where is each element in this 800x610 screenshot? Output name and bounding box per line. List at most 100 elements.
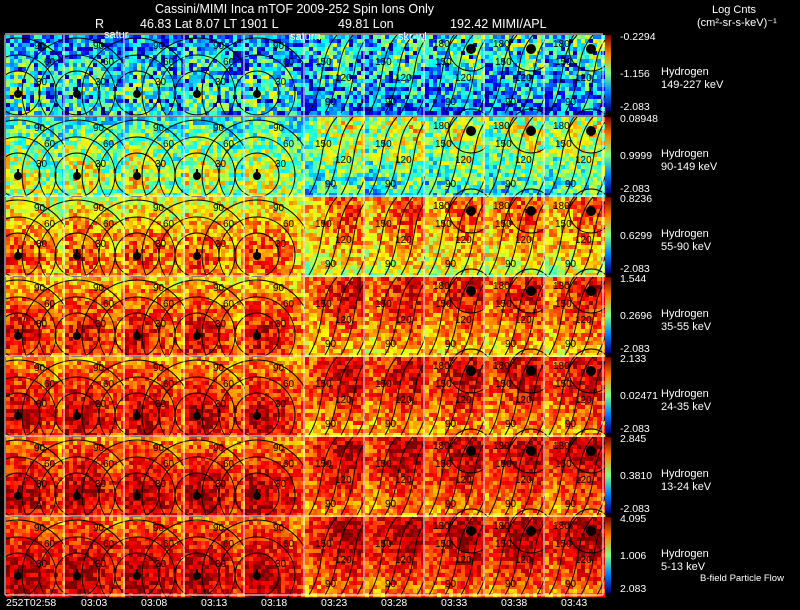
contour-label: 120 [515, 235, 532, 246]
units-label: Log Cnts [712, 4, 756, 17]
contour-label: 150 [435, 459, 452, 470]
contour-label: 90 [565, 499, 577, 510]
r-label: R [95, 18, 104, 31]
contour-label: 90 [505, 579, 517, 590]
contour-label: 30 [275, 239, 287, 250]
plot-title: Cassini/MIMI Inca mTOF 2009-252 Spin Ion… [155, 3, 434, 16]
colorbar-mid: 0.6299 [620, 230, 652, 243]
contour-label: 90 [273, 203, 285, 214]
contour-label: 60 [283, 379, 295, 390]
colorbar-max: 2.845 [620, 433, 646, 446]
contour-label: 90 [213, 123, 225, 134]
contour-label: 90 [505, 259, 517, 270]
contour-label: 90 [93, 523, 105, 534]
contour-label: 60 [103, 459, 115, 470]
energy-range: 35-55 keV [661, 321, 711, 334]
contour-label: 30 [215, 399, 227, 410]
contour-label: 60 [44, 57, 56, 68]
contour-label: 60 [103, 219, 115, 230]
contour-label: 30 [95, 159, 107, 170]
contour-label: 90 [505, 339, 517, 350]
contour-label: 90 [153, 203, 165, 214]
contour-label: 90 [325, 579, 337, 590]
contour-label: 120 [335, 315, 352, 326]
contour-label: 90 [273, 523, 285, 534]
contour-label: 180 [553, 201, 570, 212]
contour-label: 120 [575, 315, 592, 326]
contour-label: 60 [103, 139, 115, 150]
contour-label: 90 [505, 179, 517, 190]
energy-range: 24-35 keV [661, 401, 711, 414]
contour-label: 90 [34, 41, 46, 52]
contour-label: 90 [385, 179, 397, 190]
colorbar-mid: 1.006 [620, 550, 646, 563]
contour-label: 150 [555, 219, 572, 230]
contour-label: 30 [155, 479, 167, 490]
contour-label: 30 [36, 479, 48, 490]
contour-label: 90 [505, 419, 517, 430]
contour-label: 120 [335, 555, 352, 566]
contour-label: 30 [155, 159, 167, 170]
contour-label: 60 [44, 299, 56, 310]
time-tick-label: 03:13 [201, 597, 227, 610]
contour-label: 150 [555, 539, 572, 550]
contour-label: 60 [44, 379, 56, 390]
contour-label: 30 [36, 399, 48, 410]
contour-label: 120 [455, 155, 472, 166]
energy-range: 13-24 keV [661, 481, 711, 494]
contour-label: 120 [575, 235, 592, 246]
contour-label: 90 [153, 523, 165, 534]
time-tick-label: 03:43 [561, 597, 587, 610]
contour-label: 60 [44, 459, 56, 470]
contour-label: 60 [103, 379, 115, 390]
contour-label: 150 [315, 219, 332, 230]
colorbar [605, 35, 611, 111]
contour-label: 120 [395, 475, 412, 486]
contour-label: 90 [325, 499, 337, 510]
contour-label: 120 [335, 235, 352, 246]
contour-label: 90 [213, 41, 225, 52]
contour-label: 120 [515, 315, 532, 326]
contour-label: 180 [433, 121, 450, 132]
contour-label: 180 [433, 361, 450, 372]
contour-label: 30 [155, 77, 167, 88]
time-tick-label: 03:23 [321, 597, 347, 610]
contour-label: 90 [565, 97, 577, 108]
contour-label: 30 [36, 319, 48, 330]
contour-label: 90 [325, 419, 337, 430]
contour-label: 120 [575, 155, 592, 166]
energy-range: 55-90 keV [661, 241, 711, 254]
contour-label: 90 [445, 259, 457, 270]
contour-label: 90 [153, 443, 165, 454]
contour-label: 90 [385, 419, 397, 430]
contour-label: 150 [315, 299, 332, 310]
contour-label: 90 [565, 179, 577, 190]
contour-label: 30 [36, 559, 48, 570]
contour-label: 150 [495, 379, 512, 390]
contour-label: 90 [385, 499, 397, 510]
contour-label: 150 [375, 139, 392, 150]
time-tick-label: 03:28 [381, 597, 407, 610]
contour-label: 30 [155, 319, 167, 330]
species-label: Hydrogen [661, 468, 709, 481]
contour-label: 180 [493, 281, 510, 292]
colorbar-mid: 0.2696 [620, 310, 652, 323]
contour-label: 60 [223, 299, 235, 310]
footer-note: B-field Particle Flow [700, 572, 784, 585]
contour-label: 150 [495, 459, 512, 470]
contour-label: 150 [315, 57, 332, 68]
colorbar-max: 2.133 [620, 353, 646, 366]
contour-label: 150 [495, 139, 512, 150]
contour-label: 60 [163, 219, 175, 230]
contour-label: 150 [435, 539, 452, 550]
contour-label: 150 [435, 139, 452, 150]
contour-label: 30 [36, 239, 48, 250]
contour-label: 90 [34, 203, 46, 214]
contour-label: 60 [44, 139, 56, 150]
contour-label: 30 [155, 559, 167, 570]
contour-label: 90 [445, 579, 457, 590]
contour-label: 90 [213, 443, 225, 454]
contour-label: 120 [575, 73, 592, 84]
